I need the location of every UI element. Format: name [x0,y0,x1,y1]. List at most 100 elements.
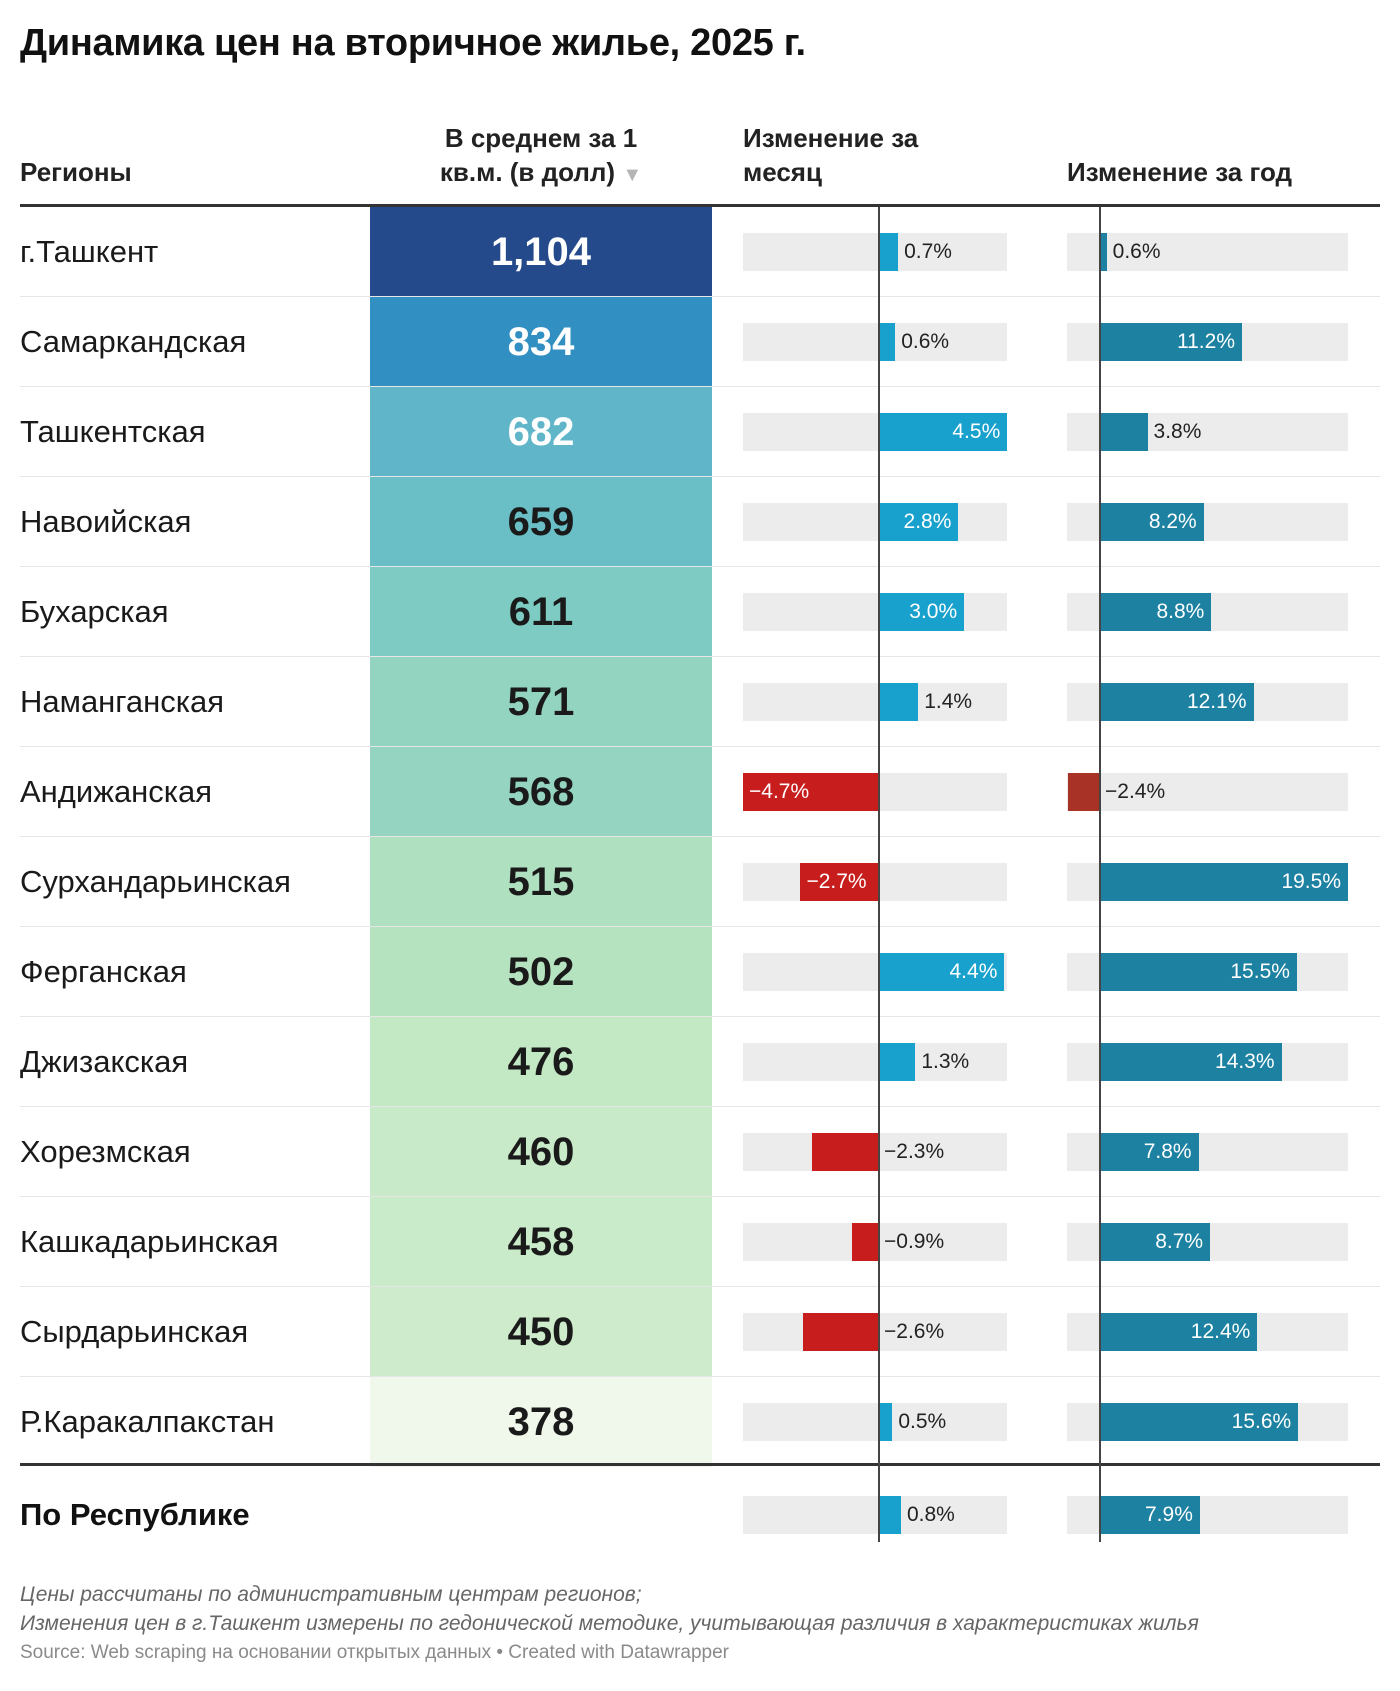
price-cell: 458 [370,1197,712,1287]
year-value-label: 3.8% [1153,420,1202,443]
month-bar [878,323,896,361]
table-row: г.Ташкент 1,104 [20,207,1380,297]
row-divider [20,1016,1380,1017]
year-value-label: 12.4% [1190,1320,1251,1343]
month-bar [878,953,1005,991]
month-value-label: −2.6% [884,1320,945,1343]
month-value-label: 3.0% [909,600,958,623]
year-bar [1099,503,1204,541]
year-value-label: 8.2% [1148,510,1197,533]
region-name: Навоийская [20,504,192,539]
month-value-label: −0.9% [884,1230,945,1253]
table-row: Ферганская 502 [20,927,1380,1017]
month-value-label: 0.5% [898,1410,947,1433]
table-row: Андижанская 568 [20,747,1380,837]
month-bar [878,593,965,631]
year-bar [1099,413,1148,451]
year-value-label: 8.7% [1155,1230,1204,1253]
header-month-change: Изменение за месяц [743,121,1003,189]
table-row: Хорезмская 460 [20,1107,1380,1197]
month-bar [811,1133,878,1171]
year-bar [1099,233,1107,271]
row-divider [20,1196,1380,1197]
sort-desc-icon[interactable]: ▼ [622,164,643,186]
year-bar [1099,863,1348,901]
year-bar [1099,593,1212,631]
row-divider [20,1286,1380,1287]
month-bar-track [743,1403,1007,1441]
header-year-change: Изменение за год [1067,157,1292,187]
header-region: Регионы [20,157,132,187]
month-bar [878,233,899,271]
row-divider [20,746,1380,747]
region-name: Р.Каракалпакстан [20,1404,275,1439]
month-bar-track [743,593,1007,631]
region-name: Андижанская [20,774,213,809]
month-bar [743,773,878,811]
table-row: Р.Каракалпакстан 378 [20,1377,1380,1467]
month-bar [878,683,919,721]
table-row: Самаркандская 834 [20,297,1380,387]
header-avg-price[interactable]: В среднем за 1 кв.м. (в долл) ▼ [370,121,712,192]
price-cell: 515 [370,837,712,927]
month-bar [878,1043,916,1081]
month-zero-axis [878,207,880,1542]
month-value-label: 2.8% [903,510,952,533]
summary-year-bar [1099,1496,1200,1534]
price-cell: 1,104 [370,207,712,297]
price-cell: 450 [370,1287,712,1377]
month-value-label: 0.7% [904,240,952,263]
region-name: Джизакская [20,1044,189,1079]
year-value-label: 15.5% [1230,960,1290,983]
table-row: Ташкентская 682 [20,387,1380,477]
year-bar [1099,1223,1211,1261]
month-bar [878,503,959,541]
price-cell: 502 [370,927,712,1017]
row-divider [20,386,1380,387]
footnote-2: Изменения цен в г.Ташкент измерены по ге… [20,1612,1199,1635]
summary-year-value-label: 7.9% [1145,1503,1193,1526]
row-divider [20,296,1380,297]
price-cell: 460 [370,1107,712,1197]
table-row: Сурхандарьинская 515 [20,837,1380,927]
year-zero-axis [1099,207,1101,1542]
header-divider [20,204,1380,207]
header-avg-line2: кв.м. (в долл) [439,157,616,187]
year-bar [1099,1133,1199,1171]
row-divider [20,1376,1380,1377]
row-divider [20,836,1380,837]
summary-label: По Республике [20,1497,250,1532]
year-value-label: −2.4% [1105,780,1166,803]
month-bar-track [743,1043,1007,1081]
region-name: Наманганская [20,684,225,719]
table-row: Кашкадарьинская 458 [20,1197,1380,1287]
region-name: Сурхандарьинская [20,864,291,899]
year-bar [1099,683,1254,721]
month-value-label: 1.3% [921,1050,970,1073]
row-divider [20,476,1380,477]
month-value-label: −4.7% [749,780,810,803]
chart-title: Динамика цен на вторичное жилье, 2025 г. [20,22,806,64]
year-value-label: 11.2% [1177,330,1235,353]
year-value-label: 19.5% [1281,870,1341,893]
month-value-label: 1.4% [924,690,973,713]
year-bar [1099,1313,1258,1351]
year-bar [1099,1403,1299,1441]
month-value-label: 4.5% [952,420,1001,443]
month-bar-track [743,503,1007,541]
table-row: Бухарская 611 [20,567,1380,657]
price-cell: 834 [370,297,712,387]
header-month-line1: Изменение за [743,123,919,153]
table-row: Наманганская 571 [20,657,1380,747]
region-name: г.Ташкент [20,234,159,269]
table-row: Сырдарьинская 450 [20,1287,1380,1377]
header-avg-line1: В среднем за 1 [444,123,638,153]
region-name: Кашкадарьинская [20,1224,279,1259]
year-bar [1099,323,1242,361]
footnote-1: Цены рассчитаны по административным цент… [20,1583,642,1606]
region-name: Ферганская [20,954,187,989]
year-value-label: 8.8% [1156,600,1205,623]
summary-divider [20,1463,1380,1466]
month-bar [852,1223,878,1261]
month-bar [800,863,878,901]
